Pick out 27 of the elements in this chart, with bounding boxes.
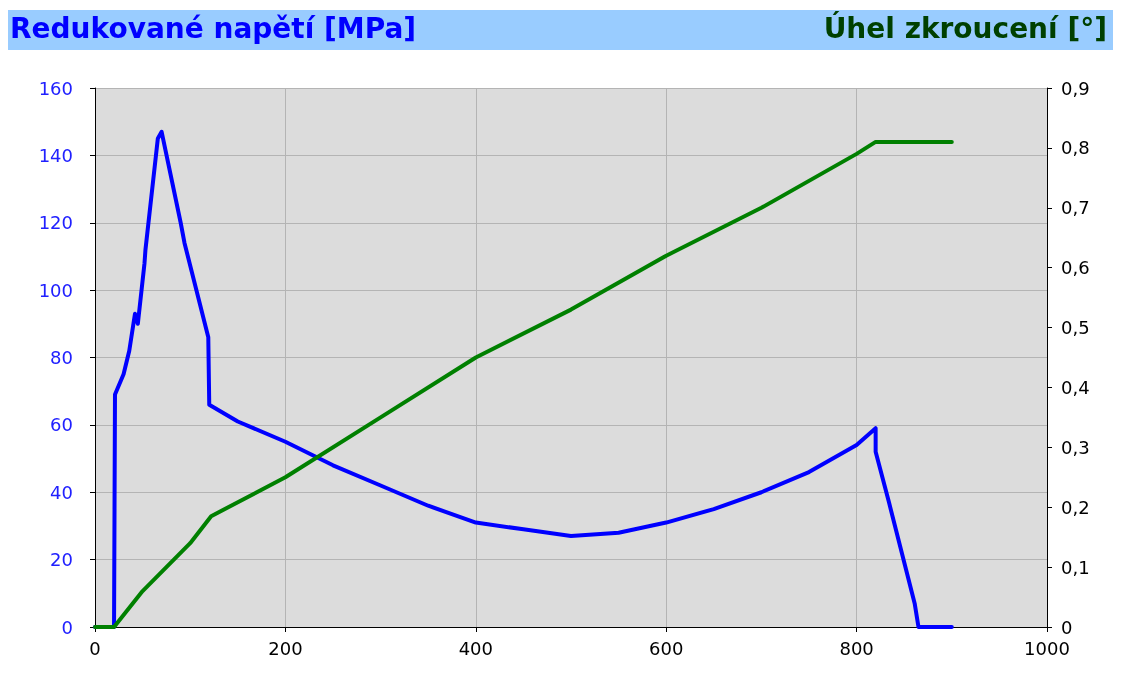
x-tick-label: 800 — [839, 637, 874, 659]
y-tick-label: 100 — [38, 279, 73, 301]
x-tick-label: 400 — [458, 637, 493, 659]
x-tick-label: 600 — [649, 637, 684, 659]
y2-tick-label: 0,6 — [1061, 257, 1090, 279]
x-tick-label: 200 — [268, 637, 303, 659]
x-tick-label: 1000 — [1024, 637, 1070, 659]
y-tick-label: 0 — [61, 616, 73, 638]
y2-tick-label: 0,1 — [1061, 556, 1090, 578]
x-tick-label: 0 — [89, 637, 101, 659]
y-tick-label: 20 — [50, 549, 73, 571]
y-tick-label: 40 — [50, 481, 73, 503]
y2-tick-label: 0,7 — [1061, 197, 1090, 219]
y2-tick-label: 0,8 — [1061, 137, 1090, 159]
y2-tick-label: 0,3 — [1061, 436, 1090, 458]
y2-tick-label: 0,5 — [1061, 317, 1090, 339]
y2-axis-title: Úhel zkroucení [°] — [823, 12, 1107, 45]
y-tick-label: 60 — [50, 414, 73, 436]
y-tick-label: 160 — [38, 77, 73, 99]
y-axis-title: Redukované napětí [MPa] — [10, 12, 417, 45]
y2-tick-label: 0,4 — [1061, 376, 1090, 398]
y-tick-label: 80 — [50, 347, 73, 368]
y-tick-label: 140 — [38, 144, 73, 166]
y2-tick-label: 0 — [1061, 616, 1073, 638]
y2-tick-label: 0,9 — [1061, 77, 1090, 99]
y2-tick-label: 0,2 — [1061, 496, 1090, 518]
y-tick-label: 120 — [38, 212, 73, 234]
